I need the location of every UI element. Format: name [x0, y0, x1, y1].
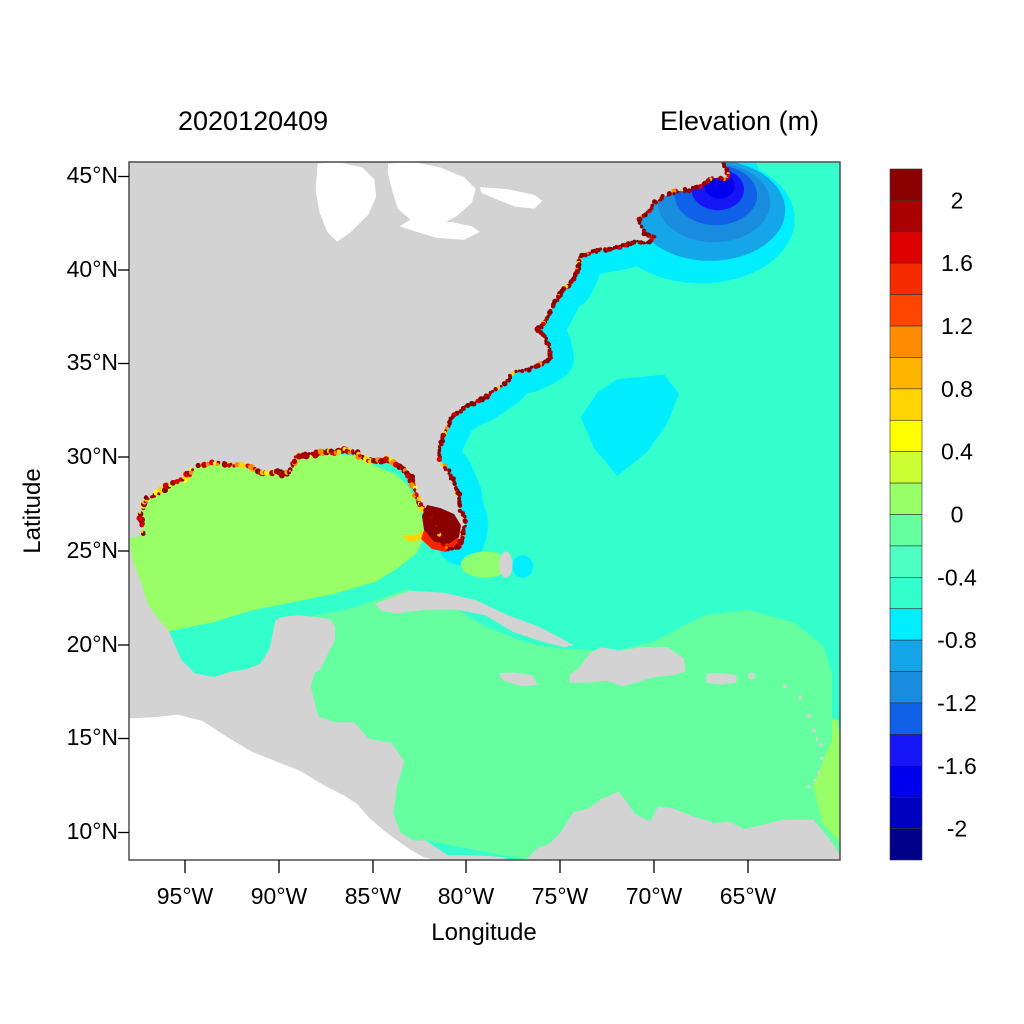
svg-text:25°N: 25°N [67, 537, 118, 563]
svg-text:75°W: 75°W [532, 883, 589, 909]
svg-text:-0.4: -0.4 [937, 564, 977, 590]
svg-text:35°N: 35°N [67, 349, 118, 375]
svg-text:2: 2 [951, 187, 964, 213]
svg-text:65°W: 65°W [720, 883, 777, 909]
svg-text:90°W: 90°W [251, 883, 308, 909]
svg-text:70°W: 70°W [626, 883, 683, 909]
svg-text:10°N: 10°N [67, 818, 118, 844]
svg-text:45°N: 45°N [67, 162, 118, 188]
svg-text:20°N: 20°N [67, 631, 118, 657]
svg-text:80°W: 80°W [438, 883, 495, 909]
svg-text:1.6: 1.6 [941, 250, 973, 276]
svg-text:Elevation (m): Elevation (m) [660, 106, 819, 136]
svg-text:0.8: 0.8 [941, 376, 973, 402]
svg-text:-1.2: -1.2 [937, 690, 977, 716]
svg-text:85°W: 85°W [345, 883, 402, 909]
svg-text:-2: -2 [947, 816, 967, 842]
svg-text:95°W: 95°W [157, 883, 214, 909]
svg-text:30°N: 30°N [67, 443, 118, 469]
svg-text:1.2: 1.2 [941, 313, 973, 339]
svg-text:-1.6: -1.6 [937, 753, 977, 779]
svg-text:15°N: 15°N [67, 724, 118, 750]
svg-text:Latitude: Latitude [19, 468, 46, 553]
svg-text:40°N: 40°N [67, 256, 118, 282]
svg-text:0.4: 0.4 [941, 439, 973, 465]
svg-text:-0.8: -0.8 [937, 627, 977, 653]
svg-text:Longitude: Longitude [431, 919, 536, 946]
svg-text:2020120409: 2020120409 [178, 106, 328, 136]
svg-text:0: 0 [951, 502, 964, 528]
